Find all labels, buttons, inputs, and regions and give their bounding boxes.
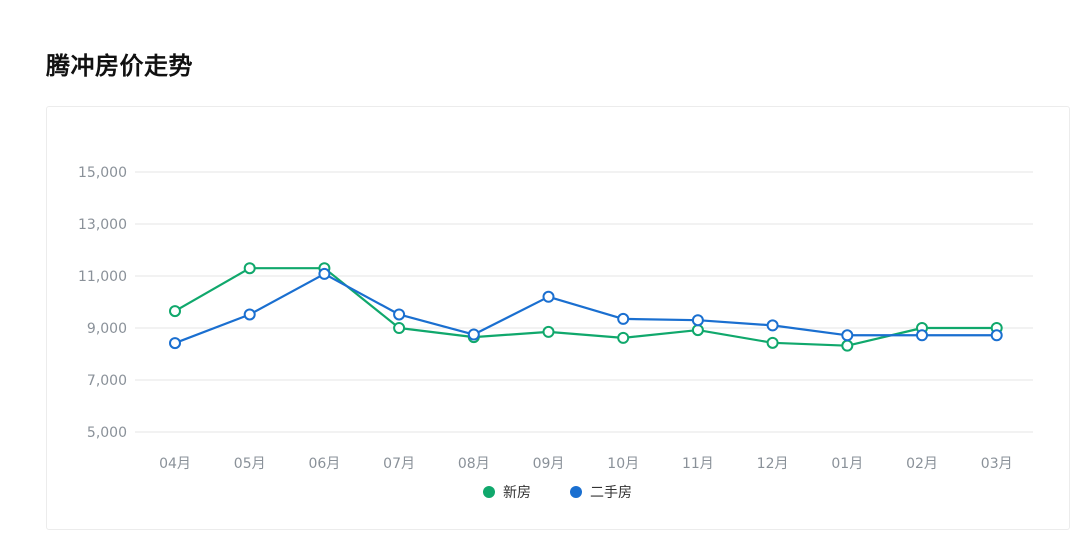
data-point: [766, 319, 779, 332]
y-tick-label: 9,000: [87, 321, 127, 337]
data-point: [766, 336, 779, 349]
data-point: [617, 331, 630, 344]
x-tick-label: 04月: [159, 456, 191, 472]
x-tick-label: 12月: [757, 456, 789, 472]
data-point: [393, 322, 406, 334]
data-point: [841, 339, 854, 352]
price-trend-chart: 5,000 7,000 9,000 11,000 13,000 15,000 04月 05月…: [78, 165, 1033, 501]
chart-legend[interactable]: 新房 二手房: [483, 485, 632, 501]
legend-item-new-homes[interactable]: 新房: [483, 485, 531, 501]
series-resale-homes: [169, 267, 1003, 350]
y-tick-label: 13,000: [78, 217, 127, 233]
data-point: [393, 308, 406, 321]
grid-lines: [135, 171, 1033, 433]
y-tick-label: 11,000: [78, 269, 127, 285]
y-axis-ticks: 5,000 7,000 9,000 11,000 13,000 15,000: [78, 165, 127, 441]
x-tick-label: 07月: [383, 456, 415, 472]
legend-label: 二手房: [590, 485, 632, 501]
data-point: [841, 329, 854, 342]
x-tick-label: 10月: [607, 456, 639, 472]
y-tick-label: 5,000: [87, 425, 127, 441]
x-tick-label: 01月: [831, 456, 863, 472]
data-point: [243, 262, 256, 275]
data-point: [467, 328, 480, 341]
data-point: [542, 290, 555, 303]
y-tick-label: 7,000: [87, 373, 127, 389]
data-point: [916, 329, 928, 342]
legend-marker: [570, 486, 582, 498]
data-point: [542, 325, 555, 338]
legend-item-resale-homes[interactable]: 二手房: [570, 485, 632, 501]
data-point: [691, 324, 704, 337]
legend-marker: [483, 486, 495, 498]
data-point: [318, 267, 331, 280]
page-title: 腾冲房价走势: [46, 52, 193, 80]
data-point: [243, 308, 256, 321]
data-point: [169, 337, 181, 350]
x-tick-label: 09月: [533, 456, 565, 472]
data-point: [691, 314, 704, 327]
series-new-homes: [169, 262, 1003, 352]
x-tick-label: 02月: [906, 456, 938, 472]
x-axis-ticks: 04月 05月 06月 07月 08月 09月 10月 11月 12月 01月 02月 03月: [159, 456, 1013, 472]
price-trend-chart-card: 5,000 7,000 9,000 11,000 13,000 15,000 04月 05月…: [46, 106, 1070, 530]
x-tick-label: 11月: [682, 456, 714, 472]
y-tick-label: 15,000: [78, 165, 127, 181]
series-lines: [169, 262, 1003, 352]
data-point: [617, 312, 630, 325]
x-tick-label: 03月: [981, 456, 1013, 472]
series-line: [173, 267, 998, 347]
data-point: [169, 305, 181, 318]
x-tick-label: 08月: [458, 456, 490, 472]
x-tick-label: 06月: [308, 456, 340, 472]
legend-label: 新房: [503, 485, 531, 501]
data-point: [990, 329, 1003, 342]
x-tick-label: 05月: [234, 456, 266, 472]
series-line: [173, 272, 998, 345]
